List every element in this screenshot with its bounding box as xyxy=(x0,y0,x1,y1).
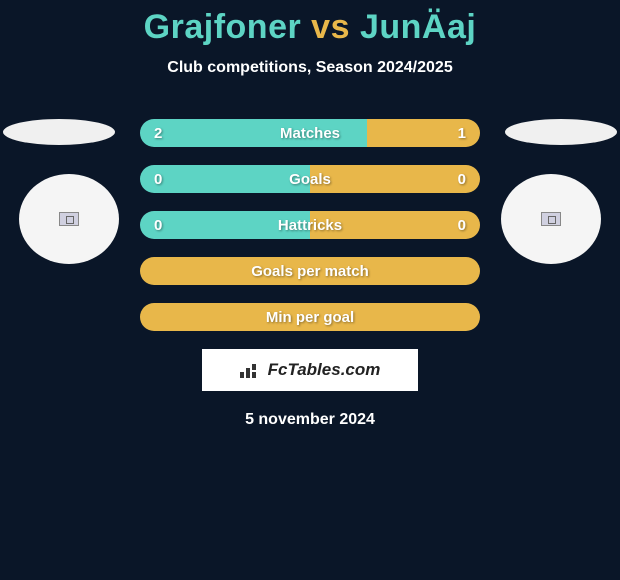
stat-value-right: 0 xyxy=(458,217,466,234)
stat-label: Matches xyxy=(280,125,340,142)
logo-text: FcTables.com xyxy=(268,360,381,380)
vs-text: vs xyxy=(311,8,350,46)
stat-bar: 0 0 Hattricks xyxy=(140,211,480,239)
stat-value-left: 2 xyxy=(154,125,162,142)
stat-label: Hattricks xyxy=(278,217,342,234)
stats-bars: 2 1 Matches 0 0 Goals 0 0 Hattricks Goals per mat… xyxy=(140,119,480,331)
stat-value-right: 1 xyxy=(458,125,466,142)
player1-oval xyxy=(3,119,115,145)
comparison-title: Grajfoner vs JunÄaj xyxy=(0,0,620,47)
player2-name: JunÄaj xyxy=(360,8,476,46)
chart-icon xyxy=(240,362,262,378)
stat-label: Goals xyxy=(289,171,331,188)
subtitle: Club competitions, Season 2024/2025 xyxy=(0,59,620,77)
stat-bar-left-segment xyxy=(140,165,310,193)
content-area: 2 1 Matches 0 0 Goals 0 0 Hattricks Goals per mat… xyxy=(0,119,620,429)
stat-label: Min per goal xyxy=(266,309,354,326)
stat-label: Goals per match xyxy=(251,263,369,280)
player1-flag-icon xyxy=(59,212,79,226)
player2-oval xyxy=(505,119,617,145)
stat-value-left: 0 xyxy=(154,171,162,188)
stat-value-left: 0 xyxy=(154,217,162,234)
stat-bar: Goals per match xyxy=(140,257,480,285)
stat-bar: Min per goal xyxy=(140,303,480,331)
player2-badge xyxy=(501,174,601,264)
player1-badge xyxy=(19,174,119,264)
player2-flag-icon xyxy=(541,212,561,226)
stat-bar-right-segment xyxy=(310,165,480,193)
stat-bar: 2 1 Matches xyxy=(140,119,480,147)
date-text: 5 november 2024 xyxy=(0,411,620,429)
fctables-logo: FcTables.com xyxy=(202,349,418,391)
player1-name: Grajfoner xyxy=(144,8,302,46)
stat-value-right: 0 xyxy=(458,171,466,188)
stat-bar: 0 0 Goals xyxy=(140,165,480,193)
